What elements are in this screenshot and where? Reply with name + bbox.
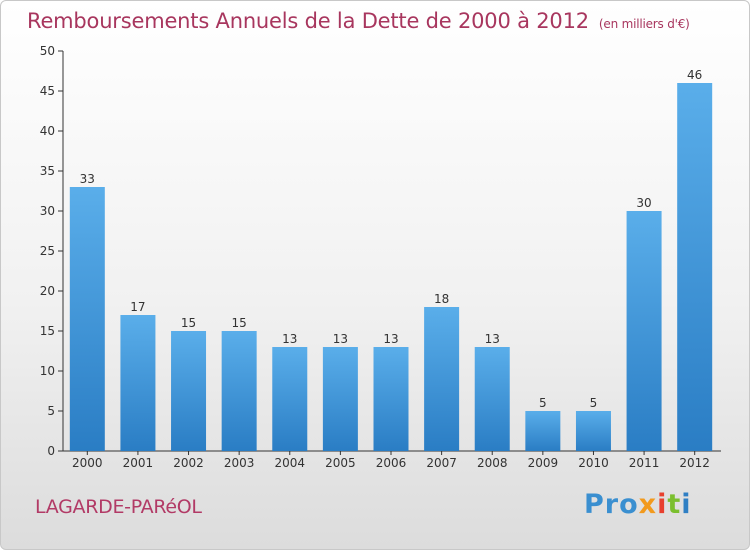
logo-part-3: i: [657, 489, 668, 520]
bar: [171, 331, 207, 451]
x-tick-label: 2009: [528, 456, 559, 470]
y-tick-label: 25: [40, 244, 55, 258]
y-tick-label: 5: [47, 404, 55, 418]
bar-value-label: 13: [333, 332, 348, 346]
x-tick-label: 2002: [173, 456, 204, 470]
y-tick-label: 10: [40, 364, 55, 378]
bar-value-label: 13: [485, 332, 500, 346]
logo-part-1: Pro: [584, 489, 639, 520]
y-tick-label: 50: [40, 44, 55, 58]
bar: [575, 411, 611, 451]
proxiti-logo: Proxiti: [584, 489, 692, 520]
chart-labels: 33 17 15 15 13 13 13 18 13 5 5 30 46: [80, 68, 703, 410]
x-tick-label: 2012: [679, 456, 710, 470]
bar: [120, 315, 156, 451]
chart-title: Remboursements Annuels de la Dette de 20…: [27, 9, 690, 33]
bar: [373, 347, 409, 451]
y-tick-label: 40: [40, 124, 55, 138]
bar-value-label: 5: [539, 396, 547, 410]
x-tick-label: 2000: [72, 456, 103, 470]
bar-value-label: 18: [434, 292, 449, 306]
chart-axes: 0 5 10 15 20 25 30 35 40 45 50 2000 2001 2002 2003 2004…: [40, 44, 721, 470]
y-tick-label: 30: [40, 204, 55, 218]
x-tick-label: 2004: [274, 456, 305, 470]
bar: [69, 187, 105, 451]
logo-part-5: i: [681, 489, 692, 520]
y-tick-label: 35: [40, 164, 55, 178]
bar: [272, 347, 308, 451]
bar-value-label: 15: [232, 316, 247, 330]
logo-part-4: t: [667, 489, 682, 520]
x-tick-label: 2005: [325, 456, 356, 470]
bar: [221, 331, 257, 451]
x-tick-label: 2011: [629, 456, 660, 470]
x-tick-label: 2007: [426, 456, 457, 470]
x-tick-label: 2001: [123, 456, 154, 470]
bar: [322, 347, 358, 451]
bar-value-label: 13: [282, 332, 297, 346]
bar-value-label: 30: [636, 196, 651, 210]
bar: [677, 83, 713, 451]
bar-value-label: 17: [130, 300, 145, 314]
y-tick-label: 15: [40, 324, 55, 338]
logo-part-2: x: [638, 489, 658, 520]
bar-value-label: 46: [687, 68, 702, 82]
bar: [474, 347, 510, 451]
bar: [525, 411, 561, 451]
bar-value-label: 13: [383, 332, 398, 346]
x-tick-label: 2006: [376, 456, 407, 470]
y-tick-label: 0: [47, 444, 55, 458]
chart-title-text: Remboursements Annuels de la Dette de 20…: [27, 9, 589, 33]
y-tick-label: 45: [40, 84, 55, 98]
x-tick-label: 2008: [477, 456, 508, 470]
bar: [626, 211, 662, 451]
chart-bars: [69, 83, 713, 451]
bar-value-label: 15: [181, 316, 196, 330]
bar-value-label: 33: [80, 172, 95, 186]
x-tick-label: 2003: [224, 456, 255, 470]
y-tick-label: 20: [40, 284, 55, 298]
chart-unit: (en milliers d'€): [598, 17, 690, 31]
x-tick-label: 2010: [578, 456, 609, 470]
bar-value-label: 5: [590, 396, 598, 410]
bar: [424, 307, 460, 451]
commune-name: LAGARDE-PARéOL: [35, 496, 202, 518]
